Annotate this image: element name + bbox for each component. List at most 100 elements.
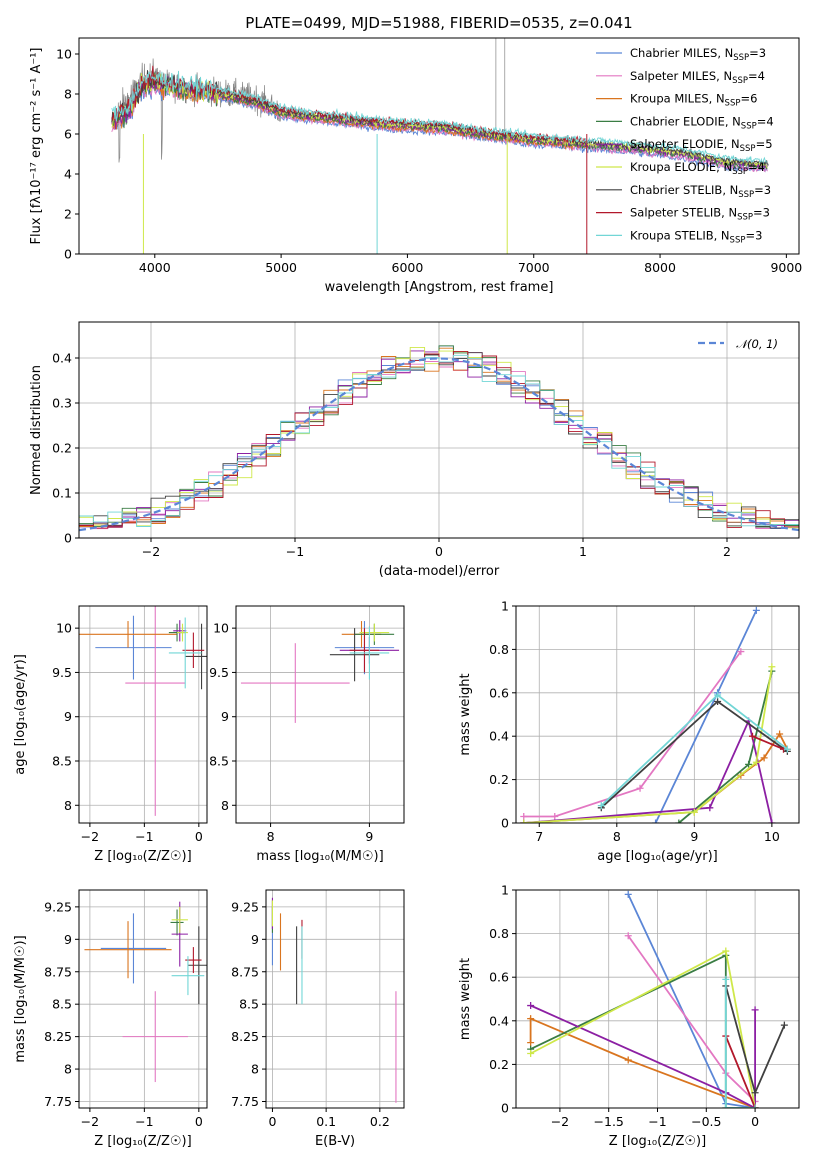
weight-line-chabrier_miles	[654, 609, 758, 823]
x-tick-label: 7	[535, 829, 543, 844]
weight-marker-chabrier_miles	[752, 606, 760, 614]
weight-marker-chabrier_miles	[652, 819, 660, 823]
y-tick-label: 0.8	[489, 642, 509, 657]
weight-line-chabrier_elodie	[530, 953, 756, 1108]
spectrum-axes: 4000 5000 6000 7000 8000 9000 0 2 4 6 8 10 wavelengt…	[29, 47, 802, 296]
y-tick-label: 8.5	[52, 997, 72, 1012]
errorbar-chabrier_stelib	[329, 628, 380, 682]
y-tick-label: 9.25	[231, 899, 259, 914]
weight-marker-kroupa_elodie	[722, 947, 730, 955]
y-axis-label: Flux [fλ10⁻¹⁷ erg cm⁻² s⁻¹ A⁻¹]	[29, 48, 44, 245]
y-tick-label: 0.3	[52, 396, 72, 411]
y-tick-label: 0.4	[52, 351, 72, 366]
x-tick-label: 6000	[392, 260, 424, 275]
weight-marker-salpeter_miles	[737, 648, 745, 656]
x-tick-label: 0	[195, 829, 203, 844]
y-tick-label: 8	[221, 798, 229, 813]
x-axis-label: (data-model)/error	[379, 564, 500, 579]
age_vs_Z-plot-area	[79, 606, 207, 816]
weight_vs_Z-frame	[515, 889, 800, 1109]
x-tick-label: −1	[135, 1114, 153, 1129]
y-tick-label: 2	[64, 207, 72, 222]
age_vs_Z-axes: −2 −1 0 8 8.5 9 9.5 10 Z [log₁₀(Z/Z☉)] age [log₁₀…	[13, 606, 207, 864]
weight_vs_age-axes: 7 8 9 10 0 0.2 0.4 0.6 0.8 1 age [log₁₀(age/yr)] ma…	[458, 599, 799, 864]
x-tick-label: 9	[365, 829, 373, 844]
errorbar-kroupa_elodie	[177, 623, 188, 642]
weight-marker-salpeter_stelib	[748, 732, 756, 740]
y-axis-label: mass weight	[458, 673, 473, 755]
weight-marker-salpeter_elodie	[768, 819, 776, 823]
mass_vs_ebv-frame	[265, 889, 405, 1109]
x-tick-label: −1	[135, 829, 153, 844]
weight-line-chabrier_elodie	[678, 670, 773, 823]
age_vs_mass-plot-area	[240, 621, 400, 723]
weight-marker-kroupa_stelib	[783, 745, 791, 753]
weight-marker-kroupa_stelib	[714, 691, 722, 699]
errorbar-salpeter_miles	[122, 991, 188, 1083]
weight-marker-kroupa_stelib	[751, 1104, 759, 1108]
weight-marker-salpeter_elodie	[527, 1002, 535, 1010]
x-tick-label: 1	[579, 544, 587, 559]
y-tick-label: 4	[64, 167, 72, 182]
y-tick-label: 8.25	[44, 1029, 72, 1044]
x-tick-label: 0	[195, 1114, 203, 1129]
weight-marker-chabrier_elodie	[675, 819, 683, 823]
model-spectrum-chabrier_stelib	[111, 70, 768, 167]
y-tick-label: 0.1	[52, 486, 72, 501]
legend-label-chabrier_stelib: Chabrier STELIB, NSSP=3	[630, 183, 771, 200]
weight-marker-kroupa_elodie	[520, 819, 528, 823]
weight-marker-kroupa_elodie	[527, 1050, 535, 1057]
weight-marker-salpeter_elodie	[751, 1006, 759, 1014]
errorbar-chabrier_stelib	[187, 926, 207, 1005]
model-spectrum-kroupa_stelib	[111, 70, 768, 166]
y-tick-label: 10	[56, 621, 72, 636]
x-axis-label: E(B-V)	[315, 1134, 355, 1149]
y-tick-label: 0.2	[52, 441, 72, 456]
weight-marker-kroupa_miles	[527, 1015, 535, 1023]
x-tick-label: 5000	[265, 260, 297, 275]
y-tick-label: 0.4	[489, 1013, 509, 1028]
age_vs_Z-frame	[78, 605, 208, 824]
y-tick-label: 9.5	[52, 665, 72, 680]
y-tick-label: 0	[501, 1101, 509, 1116]
errorbar-salpeter_elodie	[173, 620, 187, 642]
errorbar-kroupa_stelib	[168, 617, 202, 689]
spectrum-legend: Chabrier MILES, NSSP=3 Salpeter MILES, NS…	[596, 46, 774, 245]
normal-curve	[79, 357, 799, 532]
x-tick-label: 9000	[770, 260, 802, 275]
y-tick-label: 8	[64, 798, 72, 813]
x-tick-label: −1.5	[594, 1114, 624, 1129]
y-axis-label: Normed distribution	[29, 365, 44, 495]
age_vs_mass-frame	[235, 605, 405, 824]
x-axis-label: Z [log₁₀(Z/Z☉)]	[94, 849, 191, 864]
y-tick-label: 0	[64, 531, 72, 546]
weight-line-kroupa_miles	[523, 732, 789, 823]
x-axis-label: age [log₁₀(age/yr)]	[597, 849, 718, 864]
y-tick-label: 9.5	[209, 665, 229, 680]
x-tick-label: 0	[435, 544, 443, 559]
mass_vs_Z-frame	[78, 889, 208, 1109]
weight-marker-kroupa_miles	[776, 730, 784, 738]
y-tick-label: 0.8	[489, 926, 509, 941]
weight-line-salpeter_miles	[523, 651, 742, 818]
weight-marker-salpeter_miles	[520, 812, 528, 820]
y-tick-label: 9	[64, 932, 72, 947]
legend-label-salpeter_elodie: Salpeter ELODIE, NSSP=5	[630, 137, 773, 154]
y-tick-label: 0	[501, 816, 509, 831]
weight-marker-salpeter_elodie	[706, 804, 714, 812]
y-tick-label: 8	[64, 87, 72, 102]
errorbar-salpeter_miles	[240, 643, 350, 723]
weight_vs_Z-plot-area	[527, 890, 788, 1108]
errorbar-salpeter_stelib	[349, 628, 380, 673]
legend-label-chabrier_miles: Chabrier MILES, NSSP=3	[630, 46, 766, 63]
y-tick-label: 8.5	[209, 754, 229, 769]
y-tick-label: 8.75	[231, 964, 259, 979]
weight_vs_age-plot-area	[520, 606, 791, 823]
weight-marker-kroupa_miles	[760, 754, 768, 762]
errorbar-chabrier_miles	[95, 615, 172, 680]
weight-marker-kroupa_stelib	[722, 1104, 730, 1108]
y-tick-label: 1	[501, 599, 509, 614]
x-axis-label: Z [log₁₀(Z/Z☉)]	[609, 1134, 706, 1149]
weight-marker-chabrier_stelib	[780, 1021, 788, 1029]
errorbar-kroupa_elodie	[171, 906, 188, 933]
